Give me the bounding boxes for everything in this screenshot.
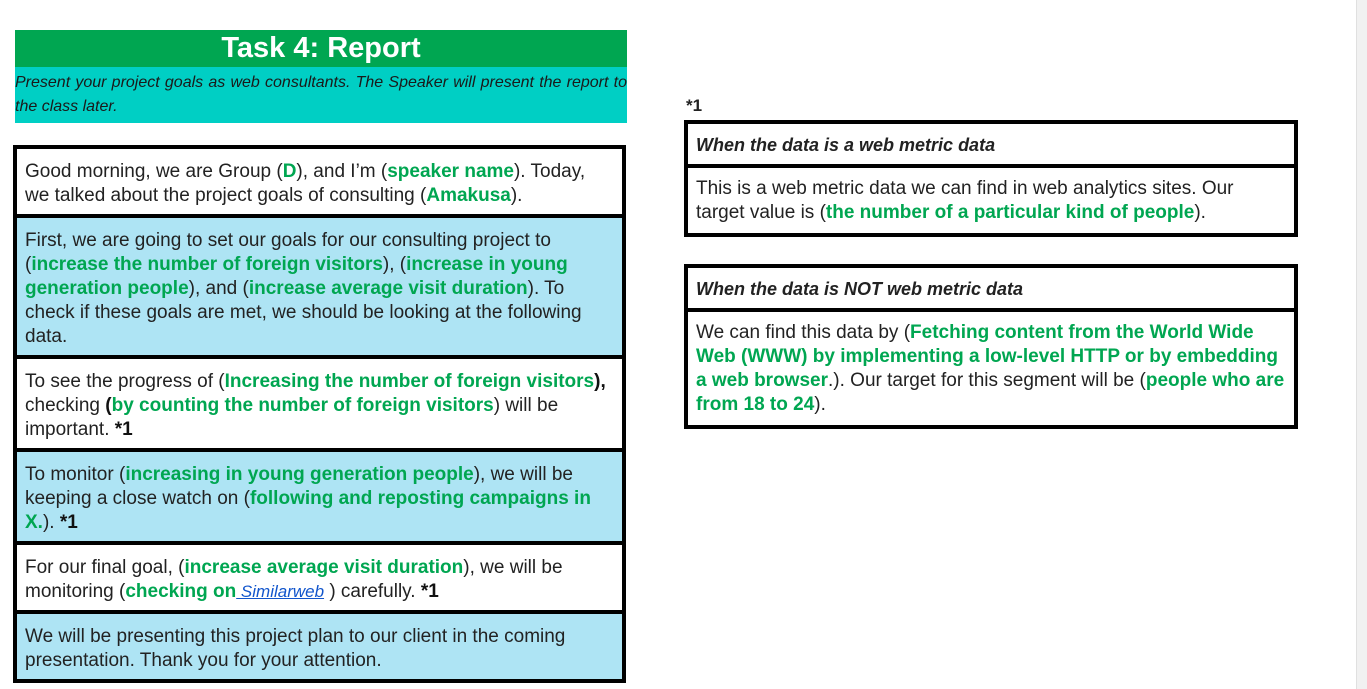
web-metric-body: This is a web metric data we can find in…	[688, 168, 1294, 233]
non-web-metric-target: people who are from 18 to 24	[696, 370, 1285, 415]
goal-3-data: checking on	[125, 581, 237, 602]
text: To monitor (	[25, 464, 126, 485]
goal-1-data: by counting the number of foreign visito…	[111, 395, 494, 416]
text: First, we are going to set our goals for…	[25, 230, 551, 275]
vertical-scrollbar[interactable]	[1356, 0, 1367, 689]
non-web-metric-method: Fetching content from the World Wide Web…	[696, 322, 1278, 391]
footnote-marker: *1	[59, 512, 78, 533]
report-row-closing: We will be presenting this project plan …	[17, 614, 622, 679]
text: ).	[1194, 202, 1206, 223]
goal-3-label: increase average visit duration	[184, 557, 464, 578]
text: ). To check if these goals are met, we s…	[25, 278, 582, 347]
non-web-metric-body: We can find this data by (Fetching conte…	[688, 312, 1294, 425]
footnote-label: *1	[686, 96, 703, 115]
footnote-marker: *1	[420, 581, 439, 602]
text: ), (	[382, 254, 407, 275]
goal-2-label: increasing in young generation people	[125, 464, 474, 485]
speaker-name: speaker name	[387, 161, 514, 182]
report-row-goal-2: To monitor (increasing in young generati…	[17, 452, 622, 545]
text: (	[105, 395, 112, 416]
non-web-metric-box: When the data is NOT web metric data We …	[684, 264, 1298, 429]
goal-2-data: following and reposting campaigns in X.	[25, 488, 591, 533]
text: ),	[594, 371, 606, 392]
goal-1: increase the number of foreign visitors	[31, 254, 383, 275]
group-name: D	[282, 161, 297, 182]
text: This is a web metric data we can find in…	[696, 178, 1234, 223]
text: Good morning, we are Group (	[25, 161, 283, 182]
goal-1-label: Increasing the number of foreign visitor…	[224, 371, 595, 392]
client-name: Amakusa	[426, 185, 511, 206]
text: ).	[814, 394, 826, 415]
text: We can find this data by (	[696, 322, 911, 343]
text: ) will be important.	[25, 395, 559, 440]
text: To see the progress of (	[25, 371, 225, 392]
text: We will be presenting this project plan …	[25, 626, 566, 671]
page-subtitle: Present your project goals as web consul…	[15, 67, 627, 123]
text: .). Our target for this segment will be …	[828, 370, 1146, 391]
web-metric-target: the number of a particular kind of peopl…	[825, 202, 1195, 223]
report-row-goal-1: To see the progress of (Increasing the n…	[17, 359, 622, 452]
footnote-marker: *1	[114, 419, 133, 440]
report-row-greeting: Good morning, we are Group (D), and I’m …	[17, 149, 622, 218]
goal-2: increase in young generation people	[25, 254, 568, 299]
text: ), we will be monitoring (	[25, 557, 563, 602]
non-web-metric-title: When the data is NOT web metric data	[688, 268, 1294, 312]
page-title: Task 4: Report	[15, 30, 627, 67]
web-metric-title: When the data is a web metric data	[688, 124, 1294, 168]
text: ), and I’m (	[296, 161, 388, 182]
text: checking	[25, 395, 106, 416]
text: ). Today, we talked about the project go…	[25, 161, 586, 206]
text: ).	[42, 512, 60, 533]
text: For our final goal, (	[25, 557, 185, 578]
text: ) carefully.	[324, 581, 421, 602]
text: ), we will be keeping a close watch on (	[25, 464, 573, 509]
goal-3: increase average visit duration	[248, 278, 528, 299]
text: ).	[510, 185, 523, 206]
report-row-goals: First, we are going to set our goals for…	[17, 218, 622, 359]
web-metric-box: When the data is a web metric data This …	[684, 120, 1298, 237]
similarweb-link[interactable]: Similarweb	[236, 582, 325, 601]
report-row-goal-3: For our final goal, (increase average vi…	[17, 545, 622, 614]
report-table: Good morning, we are Group (D), and I’m …	[13, 145, 626, 683]
text: ), and (	[188, 278, 249, 299]
